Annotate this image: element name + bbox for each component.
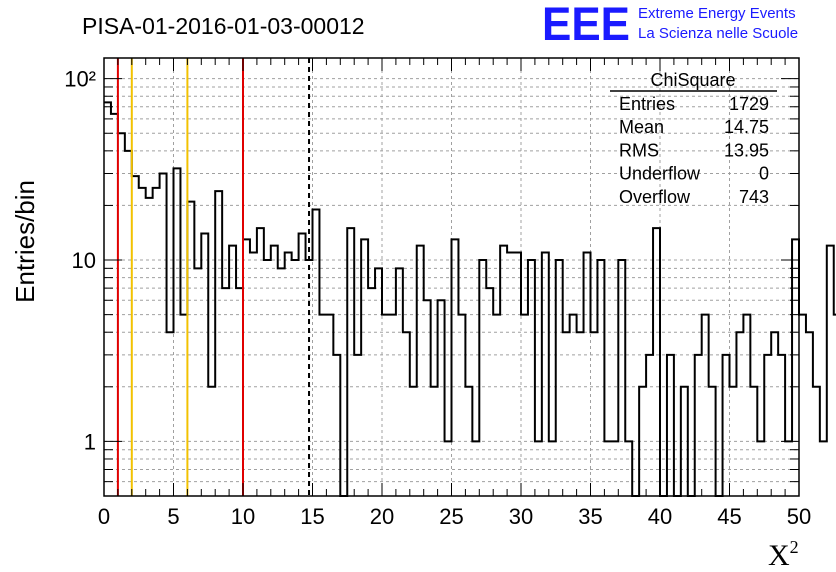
stats-label: Mean [619, 117, 664, 137]
x-tick-label: 10 [231, 504, 255, 529]
histogram-series [104, 101, 836, 497]
stats-value: 0 [759, 164, 769, 184]
stats-rows: Entries 1729 Mean 14.75 RMS 13.95 Underflow 0 Ov… [619, 94, 769, 207]
y-axis-label: Entries/bin [10, 180, 40, 303]
x-tick-label: 40 [648, 504, 672, 529]
histogram-outline [104, 101, 836, 497]
org-tagline: La Scienza nelle Scuole [638, 25, 798, 42]
eee-logo: EEE Extreme Energy Events La Scienza nel… [542, 0, 798, 50]
stats-label: Underflow [619, 164, 701, 184]
stats-label: Overflow [619, 187, 691, 207]
x-tick-label: 45 [717, 504, 741, 529]
x-axis-label: X2 [768, 537, 799, 572]
stats-value: 13.95 [724, 140, 769, 160]
x-tick-label: 50 [787, 504, 811, 529]
chart-title: PISA-01-2016-01-03-00012 [82, 13, 365, 39]
stats-box: ChiSquare Entries 1729 Mean 14.75 RMS 13.95 Un… [610, 70, 777, 207]
x-tick-label: 30 [509, 504, 533, 529]
stats-box-title: ChiSquare [650, 70, 735, 90]
x-tick-label: 5 [167, 504, 179, 529]
reference-lines [116, 58, 311, 496]
x-tick-label: 0 [98, 504, 110, 529]
y-tick-label: 1 [84, 429, 96, 454]
axes [103, 57, 800, 497]
x-tick-label: 15 [300, 504, 324, 529]
org-name: Extreme Energy Events [638, 5, 796, 22]
x-tick-label: 35 [578, 504, 602, 529]
stats-label: Entries [619, 94, 675, 114]
y-tick-label: 10² [64, 67, 96, 92]
stats-value: 14.75 [724, 117, 769, 137]
stats-value: 743 [739, 187, 769, 207]
eee-logo-text: EEE [542, 0, 630, 50]
x-tick-label: 20 [370, 504, 394, 529]
y-tick-label: 10 [72, 248, 96, 273]
stats-value: 1729 [729, 94, 769, 114]
x-tick-label: 25 [439, 504, 463, 529]
tick-labels: 0 5 10 15 20 25 30 35 40 45 50 1 10 10² [64, 67, 811, 529]
stats-label: RMS [619, 140, 659, 160]
